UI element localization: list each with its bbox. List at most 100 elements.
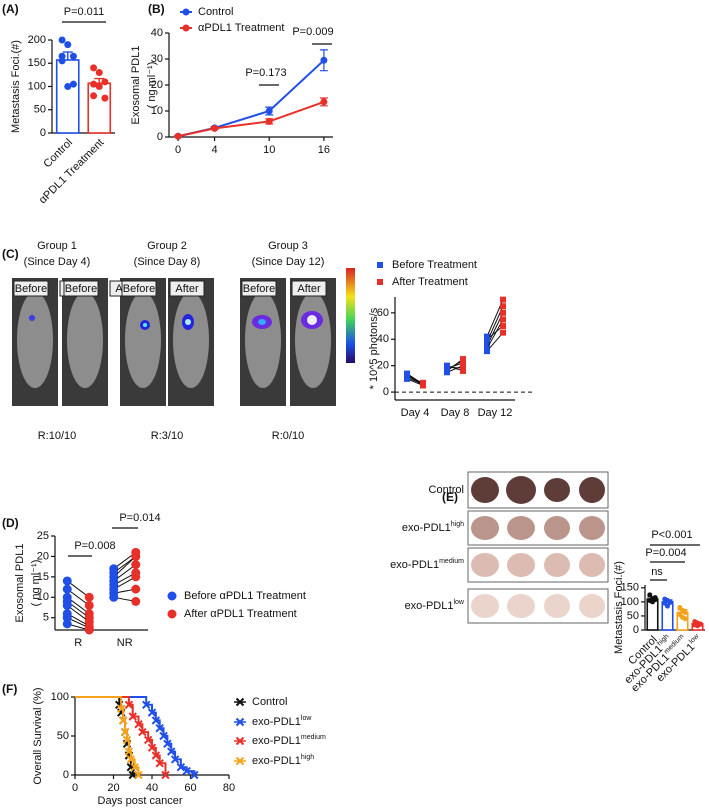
y-axis-label: Metastasis Foci.(#) <box>613 561 625 654</box>
image-label-box <box>241 280 277 297</box>
image-label-box <box>63 280 99 297</box>
y-tick-label: 10 <box>151 105 163 117</box>
data-point <box>163 739 172 749</box>
row-label-text: exo-PDL1 <box>405 600 454 612</box>
mouse-image <box>12 278 336 406</box>
y-tick-label: 30 <box>151 53 163 65</box>
data-point <box>90 64 98 72</box>
panel-label: (C) <box>2 247 19 261</box>
data-point <box>647 592 653 598</box>
legend-marker <box>235 736 245 746</box>
legend-label-text: exo-PDL1 <box>252 735 301 747</box>
x-tick-label: 0 <box>72 782 78 794</box>
data-point <box>170 755 180 764</box>
data-point <box>650 599 655 605</box>
legend-label-text: exo-PDL1 <box>252 716 301 728</box>
y-axis-label: Exosomal PDL1 <box>14 544 26 623</box>
data-point <box>176 762 186 772</box>
panel-label: (A) <box>2 2 19 16</box>
data-point <box>682 616 688 622</box>
image-label: Before <box>123 283 155 295</box>
data-point <box>167 747 176 756</box>
bar <box>55 59 80 134</box>
data-point <box>142 700 151 710</box>
annotation: P=0.008 <box>74 540 115 552</box>
data-point <box>131 596 141 606</box>
pair-line <box>66 580 90 598</box>
data-point <box>134 720 143 729</box>
y-tick-label: 40 <box>377 333 389 345</box>
annotation: P=0.173 <box>245 67 286 79</box>
data-point <box>118 716 128 725</box>
y-tick-label: 100 <box>28 80 46 92</box>
legend-marker <box>235 717 245 727</box>
legend-label: αPDL1 Treatment <box>198 22 284 34</box>
legend-label-sup: low <box>301 715 312 722</box>
pair-line <box>113 564 137 582</box>
data-point <box>500 329 506 336</box>
data-point <box>147 743 157 752</box>
x-tick-label-sup: low <box>688 632 701 645</box>
data-point <box>265 117 273 125</box>
y-tick-label: 25 <box>37 530 49 542</box>
y-tick-label: 100 <box>51 691 69 703</box>
data-point <box>500 303 506 310</box>
data-point <box>484 336 490 343</box>
data-point <box>665 603 670 609</box>
legend-label: After Treatment <box>392 276 468 288</box>
panel-label: (F) <box>2 682 17 696</box>
legend-marker <box>182 8 190 16</box>
legend-label: After αPDL1 Treatment <box>184 608 297 620</box>
image-label: Before <box>15 283 47 295</box>
series-line <box>177 100 325 138</box>
x-tick-label: Day 4 <box>401 407 430 419</box>
data-point <box>320 56 328 64</box>
y-tick-label: 20 <box>37 550 49 562</box>
data-point <box>131 584 141 594</box>
data-point <box>84 600 94 610</box>
data-point <box>138 727 147 737</box>
x-tick-label: 4 <box>211 144 217 156</box>
x-tick-label: 16 <box>318 144 330 156</box>
pair-line <box>66 605 90 623</box>
row-label-sup: low <box>453 599 464 606</box>
y-tick-label: 0 <box>633 624 639 636</box>
annotation: P=0.009 <box>292 26 333 38</box>
image-label: After <box>175 283 199 295</box>
image-label: After <box>297 283 321 295</box>
data-point <box>122 735 132 745</box>
y-tick-label: 50 <box>627 610 639 622</box>
image-label-box <box>121 280 157 297</box>
group-title: Group 1 <box>37 240 77 252</box>
legend-label: Control <box>252 696 287 708</box>
annotation: P=0.004 <box>645 547 686 559</box>
annotation: P=0.014 <box>119 512 160 524</box>
bar <box>87 82 112 134</box>
annotation: P=0.011 <box>64 6 104 18</box>
legend-label-sup: high <box>301 754 314 761</box>
data-point <box>128 712 137 721</box>
legend-label-sup: medium <box>301 734 326 741</box>
data-point <box>64 41 72 49</box>
legend-marker <box>235 697 245 707</box>
legend-marker <box>167 609 177 619</box>
data-point <box>134 770 143 780</box>
y-tick-label: 100 <box>621 596 639 608</box>
legend-label: Before αPDL1 Treatment <box>184 590 306 602</box>
x-tick-label: 40 <box>146 782 158 794</box>
panel-label: (B) <box>148 2 165 16</box>
row-label: Control <box>429 484 464 496</box>
data-point <box>90 80 98 88</box>
group-subtitle: (Since Day 12) <box>252 256 325 268</box>
data-point <box>124 747 134 756</box>
pair-line <box>486 332 504 352</box>
data-point <box>130 762 139 772</box>
y-tick-label: 60 <box>377 307 389 319</box>
data-point <box>444 369 450 376</box>
x-tick-label: R <box>74 637 82 649</box>
y-tick-label: 20 <box>377 360 389 372</box>
row-label-text: Control <box>429 484 464 496</box>
group-response: R:10/10 <box>38 430 77 442</box>
legend-label: Control <box>198 6 233 18</box>
x-tick-label: 10 <box>263 144 275 156</box>
